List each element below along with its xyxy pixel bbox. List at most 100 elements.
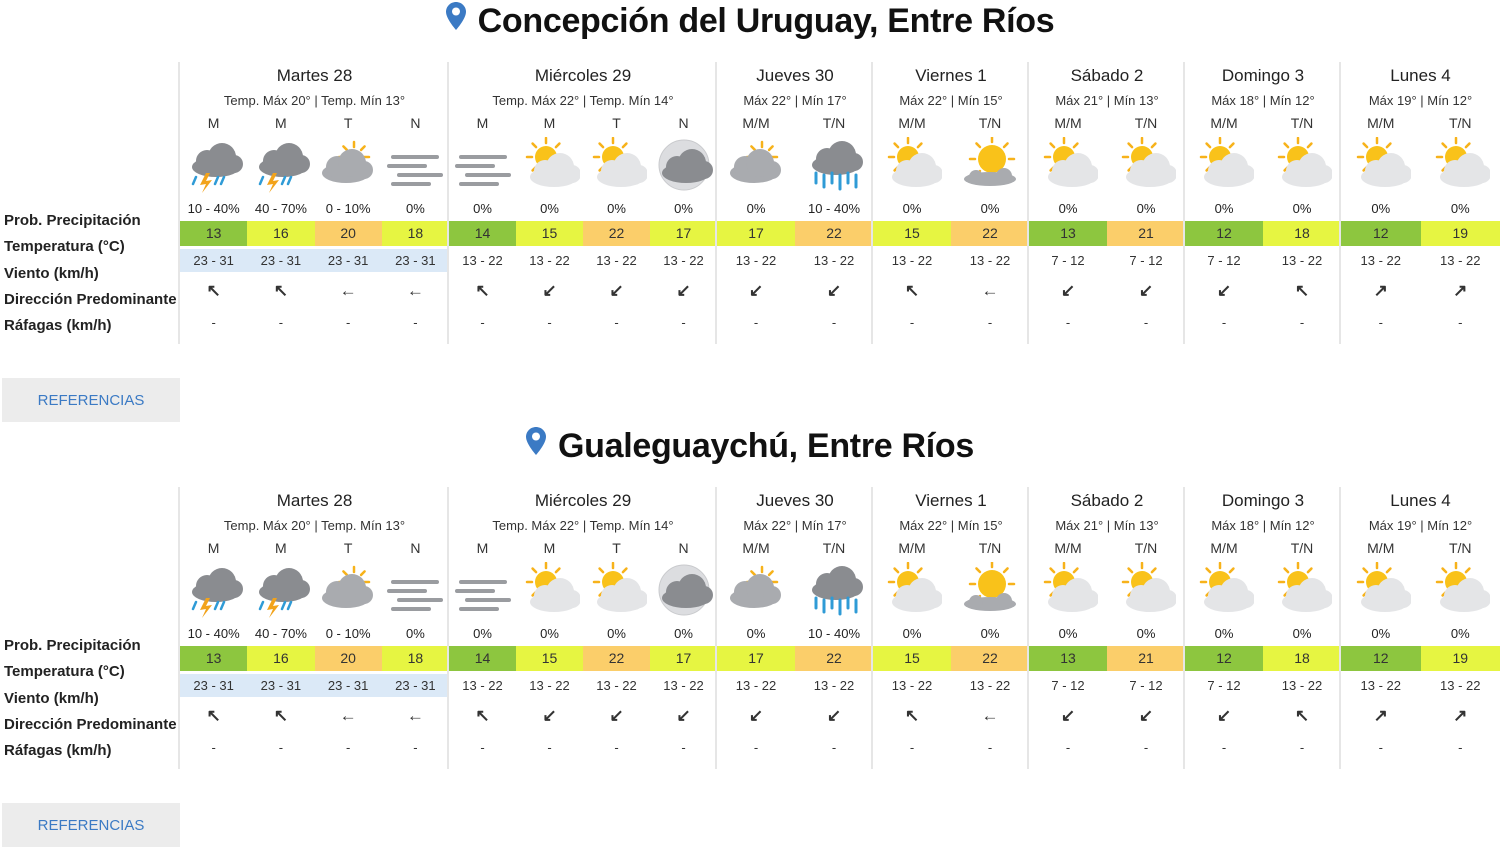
- gust-cell: -: [951, 315, 1029, 330]
- wind-direction-arrow-icon: ↖: [247, 281, 314, 301]
- temperature-cell: 18: [1263, 646, 1341, 671]
- slot-label: M/M: [1029, 115, 1107, 131]
- partly-sunny-icon: [1038, 562, 1098, 618]
- referencias-button[interactable]: REFERENCIAS: [2, 378, 180, 422]
- temperature-cell: 17: [650, 221, 717, 246]
- gust-cell: -: [516, 740, 583, 755]
- precip-prob: 0%: [717, 626, 795, 641]
- temperature-cell: 16: [247, 221, 314, 246]
- temperature-cell: 15: [516, 646, 583, 671]
- referencias-button[interactable]: REFERENCIAS: [2, 803, 180, 847]
- cloudy-sun-icon: [318, 137, 378, 193]
- temperature-cell: 19: [1421, 646, 1500, 671]
- wind-direction-arrow-icon: ↙: [1029, 281, 1107, 301]
- slot-label: T/N: [1107, 540, 1185, 556]
- fog-icon: [453, 562, 513, 618]
- slot-label: M: [449, 540, 516, 556]
- wind-direction-arrow-icon: ↖: [180, 706, 247, 726]
- partly-sunny-icon: [1272, 562, 1332, 618]
- precip-prob: 0%: [516, 626, 583, 641]
- gust-cell: -: [1107, 315, 1185, 330]
- wind-direction-arrow-icon: ↖: [449, 281, 516, 301]
- location-pin-icon: [446, 0, 466, 39]
- wind-direction-arrow-icon: ↙: [650, 281, 717, 301]
- slot-label: T/N: [951, 115, 1029, 131]
- wind-direction-arrow-icon: ↙: [516, 281, 583, 301]
- gust-cell: -: [382, 740, 449, 755]
- wind-direction-arrow-icon: ↖: [1263, 281, 1341, 301]
- slot-label: T: [315, 540, 382, 556]
- row-label-temp: Temperatura (°C): [4, 234, 179, 260]
- temperature-cell: 21: [1107, 646, 1185, 671]
- partly-sunny-icon: [1194, 562, 1254, 618]
- temperature-cell: 13: [180, 221, 247, 246]
- wind-cell: 13 - 22: [717, 674, 795, 697]
- wind-cell: 7 - 12: [1107, 249, 1185, 272]
- temperature-cell: 22: [951, 646, 1029, 671]
- precip-prob: 0%: [951, 201, 1029, 216]
- gust-cell: -: [516, 315, 583, 330]
- slot-label: M/M: [1185, 540, 1263, 556]
- wind-direction-arrow-icon: ↙: [1029, 706, 1107, 726]
- cloudy-sun-icon: [726, 137, 786, 193]
- gust-cell: -: [1421, 740, 1500, 755]
- wind-direction-arrow-icon: ↖: [247, 706, 314, 726]
- precip-prob: 0 - 10%: [315, 626, 382, 641]
- gust-cell: -: [583, 740, 650, 755]
- slot-label: M: [449, 115, 516, 131]
- gust-cell: -: [449, 315, 516, 330]
- gust-cell: -: [1029, 740, 1107, 755]
- wind-direction-arrow-icon: ↙: [583, 706, 650, 726]
- temperature-cell: 12: [1185, 646, 1263, 671]
- wind-cell: 13 - 22: [449, 674, 516, 697]
- wind-cell: 23 - 31: [382, 249, 449, 272]
- precip-prob: 0%: [1029, 201, 1107, 216]
- temperature-cell: 13: [1029, 646, 1107, 671]
- wind-direction-arrow-icon: ↖: [873, 281, 951, 301]
- precip-prob: 0%: [1029, 626, 1107, 641]
- precip-prob: 10 - 40%: [180, 626, 247, 641]
- temperature-cell: 12: [1341, 646, 1421, 671]
- wind-cell: 13 - 22: [795, 674, 873, 697]
- wind-direction-arrow-icon: ↗: [1341, 706, 1421, 726]
- partly-sunny-icon: [1116, 137, 1176, 193]
- temperature-cell: 13: [1029, 221, 1107, 246]
- wind-direction-arrow-icon: ↙: [1107, 706, 1185, 726]
- gust-cell: -: [315, 315, 382, 330]
- gust-cell: -: [1185, 315, 1263, 330]
- sunny-cloud-icon: [960, 562, 1020, 618]
- wind-cell: 13 - 22: [1263, 249, 1341, 272]
- temperature-cell: 15: [516, 221, 583, 246]
- temperature-cell: 17: [650, 646, 717, 671]
- wind-cell: 13 - 22: [1421, 249, 1500, 272]
- gust-cell: -: [180, 315, 247, 330]
- location-pin-icon: [526, 425, 546, 464]
- wind-cell: 13 - 22: [1341, 674, 1421, 697]
- temperature-cell: 16: [247, 646, 314, 671]
- wind-direction-arrow-icon: ←: [382, 706, 449, 726]
- wind-cell: 13 - 22: [951, 249, 1029, 272]
- wind-direction-arrow-icon: ↖: [180, 281, 247, 301]
- slot-label: T/N: [795, 115, 873, 131]
- row-label-gust: Ráfagas (km/h): [4, 738, 179, 764]
- gust-cell: -: [873, 740, 951, 755]
- cloudy-sun-icon: [726, 562, 786, 618]
- temperature-cell: 20: [315, 646, 382, 671]
- precip-prob: 0%: [951, 626, 1029, 641]
- partly-sunny-icon: [1194, 137, 1254, 193]
- gust-cell: -: [1341, 740, 1421, 755]
